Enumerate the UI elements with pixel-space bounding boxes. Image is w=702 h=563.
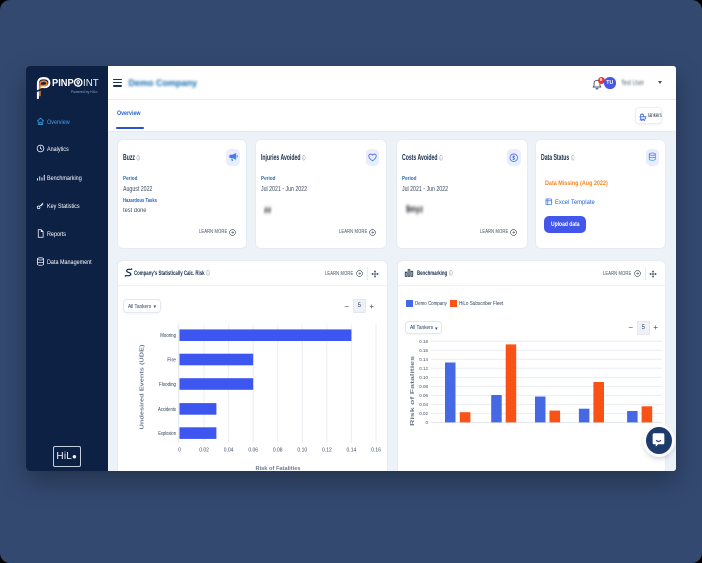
- svg-text:Risk of Fatalities: Risk of Fatalities: [410, 356, 416, 426]
- svg-text:INT: INT: [83, 78, 99, 89]
- svg-text:Powered by HiLo: Powered by HiLo: [71, 90, 98, 94]
- svg-text:0.14: 0.14: [419, 357, 428, 362]
- svg-text:Explosion: Explosion: [158, 431, 176, 437]
- svg-text:0.14: 0.14: [347, 448, 357, 454]
- svg-text:0.06: 0.06: [248, 448, 258, 454]
- svg-text:0.18: 0.18: [419, 339, 428, 344]
- svg-text:0.12: 0.12: [419, 366, 428, 371]
- svg-text:0.10: 0.10: [297, 448, 307, 454]
- svg-text:0.08: 0.08: [273, 448, 283, 454]
- svg-text:0.16: 0.16: [371, 448, 381, 454]
- svg-text:0.02: 0.02: [419, 411, 428, 416]
- svg-text:0.08: 0.08: [419, 384, 428, 389]
- svg-text:Mooring: Mooring: [160, 333, 176, 339]
- svg-text:0.16: 0.16: [419, 348, 428, 353]
- svg-text:0.04: 0.04: [419, 402, 428, 407]
- svg-text:0.06: 0.06: [419, 393, 428, 398]
- svg-text:Flooding: Flooding: [159, 382, 176, 388]
- svg-text:0: 0: [425, 420, 428, 425]
- svg-text:Fire: Fire: [167, 358, 176, 364]
- svg-text:Accidents: Accidents: [158, 407, 176, 413]
- svg-text:0.10: 0.10: [419, 375, 428, 380]
- svg-text:0.02: 0.02: [199, 448, 209, 454]
- svg-text:0.04: 0.04: [224, 448, 234, 454]
- svg-text:0.12: 0.12: [322, 448, 332, 454]
- svg-text:Risk of Fatalities: Risk of Fatalities: [256, 466, 301, 471]
- svg-text:PINP: PINP: [52, 78, 74, 89]
- svg-text:0: 0: [178, 448, 181, 454]
- svg-text:Undesired Events (UDE): Undesired Events (UDE): [140, 344, 146, 429]
